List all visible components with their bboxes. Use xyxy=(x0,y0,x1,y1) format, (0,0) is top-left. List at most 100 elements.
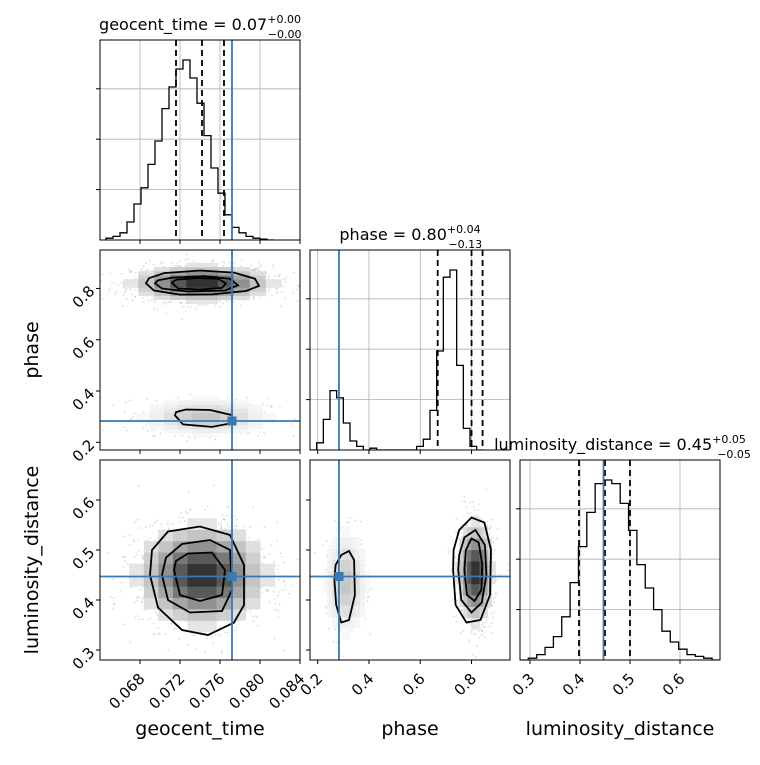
histogram-panel-geocent_time: geocent_time = 0.07+0.00−0.00 xyxy=(96,13,302,244)
sample-point xyxy=(214,305,216,307)
sample-point xyxy=(457,550,459,552)
sample-point xyxy=(110,596,112,598)
density-cell xyxy=(206,404,220,408)
panel-frame xyxy=(100,40,300,240)
sample-point xyxy=(182,517,184,519)
sample-point xyxy=(261,548,263,550)
sample-point xyxy=(485,619,487,621)
sample-point xyxy=(235,528,237,530)
sample-point xyxy=(124,560,126,562)
sample-point xyxy=(187,258,189,260)
density-cell xyxy=(138,271,154,275)
sample-point xyxy=(274,609,276,611)
sample-point xyxy=(234,515,236,517)
scatter-panel-phase-vs-luminosity_distance xyxy=(306,460,510,664)
sample-point xyxy=(279,591,281,593)
sample-point xyxy=(259,266,261,268)
sample-point xyxy=(179,301,181,303)
density-cell xyxy=(206,396,220,400)
title-lower: −0.05 xyxy=(717,448,751,461)
density-cell xyxy=(150,425,164,429)
sample-point xyxy=(228,526,230,528)
sample-point xyxy=(213,485,215,487)
sample-point xyxy=(109,273,111,275)
density-cell xyxy=(164,400,178,404)
density-cell xyxy=(144,586,159,598)
sample-point xyxy=(152,525,154,527)
sample-point xyxy=(185,311,187,313)
sample-point xyxy=(139,618,141,620)
sample-point xyxy=(489,626,491,628)
sample-point xyxy=(153,623,155,625)
sample-point xyxy=(281,291,283,293)
sample-point xyxy=(460,632,462,634)
sample-point xyxy=(135,272,137,274)
sample-point xyxy=(223,265,225,267)
density-cell xyxy=(248,425,262,429)
sample-point xyxy=(137,615,139,617)
sample-point xyxy=(478,630,480,632)
density-cell xyxy=(202,552,217,564)
sample-point xyxy=(276,292,278,294)
sample-point xyxy=(291,585,293,587)
sample-point xyxy=(493,542,495,544)
sample-point xyxy=(274,275,276,277)
sample-point xyxy=(226,515,228,517)
sample-point xyxy=(156,613,158,615)
sample-point xyxy=(161,523,163,525)
sample-point xyxy=(184,520,186,522)
sample-point xyxy=(134,556,136,558)
sample-point xyxy=(312,275,314,277)
sample-point xyxy=(133,412,135,414)
sample-point xyxy=(177,397,179,399)
sample-point xyxy=(138,595,140,597)
sample-point xyxy=(285,276,287,278)
sample-point xyxy=(119,591,121,593)
sample-point xyxy=(170,622,172,624)
sample-point xyxy=(278,572,280,574)
scatter-content xyxy=(100,460,340,660)
sample-point xyxy=(257,266,259,268)
title-main: phase = 0.80 xyxy=(339,225,446,244)
sample-point xyxy=(125,401,127,403)
sample-point xyxy=(122,555,124,557)
sample-point xyxy=(227,524,229,526)
truth-marker xyxy=(228,572,237,581)
density-cell xyxy=(150,413,164,417)
sample-point xyxy=(194,437,196,439)
title-lower: −0.13 xyxy=(448,238,482,251)
sample-point xyxy=(247,537,249,539)
sample-point xyxy=(211,636,213,638)
sample-point xyxy=(493,601,495,603)
density-cell xyxy=(250,291,266,295)
density-cell xyxy=(246,564,261,576)
sample-point xyxy=(123,291,125,293)
sample-point xyxy=(305,286,307,288)
sample-point xyxy=(452,599,454,601)
density-cell xyxy=(186,283,202,287)
sample-point xyxy=(236,519,238,521)
sample-point xyxy=(276,522,278,524)
sample-point xyxy=(260,264,262,266)
sample-point xyxy=(482,523,484,525)
sample-point xyxy=(259,431,261,433)
sample-point xyxy=(180,265,182,267)
sample-point xyxy=(149,260,151,262)
sample-point xyxy=(277,569,279,571)
sample-point xyxy=(278,275,280,277)
sample-point xyxy=(178,638,180,640)
sample-point xyxy=(267,398,269,400)
sample-point xyxy=(136,554,138,556)
sample-point xyxy=(127,563,129,565)
sample-point xyxy=(169,527,171,529)
sample-point xyxy=(264,557,266,559)
sample-point xyxy=(277,565,279,567)
sample-point xyxy=(109,288,111,290)
sample-point xyxy=(246,397,248,399)
sample-point xyxy=(284,298,286,300)
sample-point xyxy=(195,648,197,650)
sample-point xyxy=(259,297,261,299)
sample-point xyxy=(142,618,144,620)
sample-point xyxy=(154,522,156,524)
